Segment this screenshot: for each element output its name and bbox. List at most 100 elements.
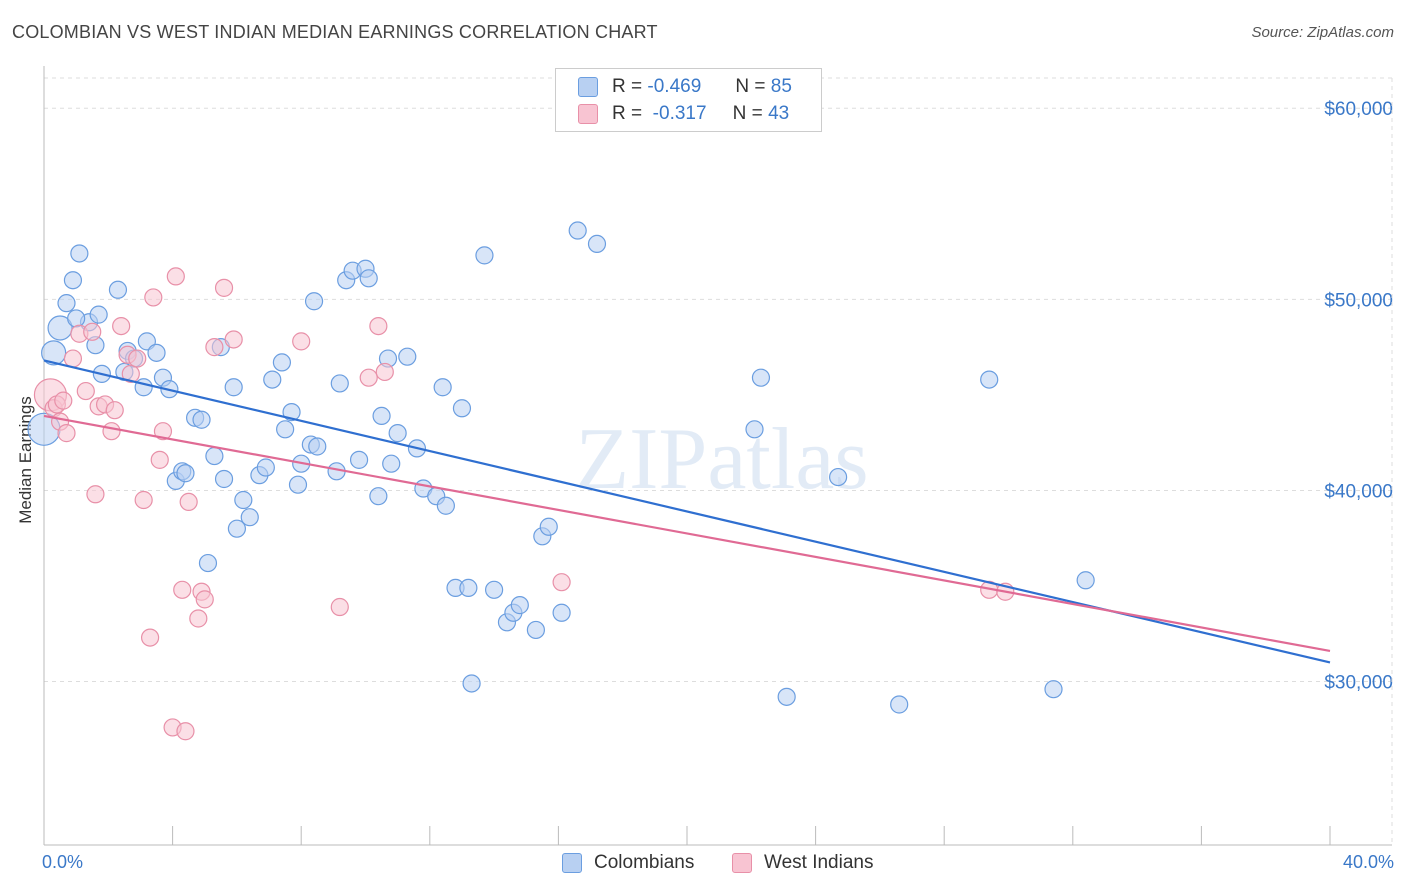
bottom-legend-swatch-west-indians <box>732 853 752 873</box>
point-colombians <box>568 221 587 240</box>
point-west-indians <box>105 401 124 420</box>
chart-source: Source: ZipAtlas.com <box>1251 24 1394 41</box>
point-colombians <box>282 402 301 422</box>
legend-r-value: -0.469 <box>647 76 702 97</box>
point-west-indians <box>166 267 185 286</box>
point-west-indians <box>179 492 198 512</box>
point-colombians <box>192 410 211 429</box>
point-colombians <box>41 340 67 366</box>
point-colombians <box>134 378 153 397</box>
x-tick-label-min: 0.0% <box>42 852 84 872</box>
point-colombians <box>890 695 909 714</box>
point-colombians <box>276 420 295 439</box>
point-colombians <box>205 446 224 466</box>
point-colombians <box>433 378 452 397</box>
point-colombians <box>89 305 108 324</box>
point-colombians <box>224 378 243 397</box>
point-colombians <box>359 269 378 288</box>
point-colombians <box>304 292 324 311</box>
bottom-legend-colombians[interactable]: Colombians <box>562 852 694 874</box>
point-colombians <box>829 467 848 487</box>
point-colombians <box>751 368 771 387</box>
trend-line-colombians <box>43 359 1331 664</box>
point-colombians <box>452 399 472 418</box>
point-colombians <box>57 294 76 313</box>
bottom-legend-west-indians[interactable]: West Indians <box>732 852 873 874</box>
point-west-indians <box>214 278 234 297</box>
x-tick-label-max: 40.0% <box>1342 852 1394 872</box>
point-colombians <box>388 424 407 443</box>
point-colombians <box>198 553 218 573</box>
legend-r-label: R = <box>612 76 643 97</box>
point-west-indians <box>144 288 163 307</box>
point-west-indians <box>86 485 105 504</box>
point-colombians <box>308 437 327 456</box>
point-west-indians <box>134 490 153 510</box>
point-west-indians <box>140 628 160 647</box>
bottom-legend-label: Colombians <box>594 852 695 873</box>
point-colombians <box>510 596 529 615</box>
bottom-legend-swatch-colombians <box>562 853 582 873</box>
legend-row-colombians: R = -0.469 N = 85 <box>578 75 792 99</box>
point-colombians <box>47 315 73 341</box>
point-colombians <box>526 620 545 640</box>
correlation-legend: R = -0.469 N = 85 R = -0.317 N = 43 <box>555 68 822 132</box>
point-west-indians <box>195 590 214 609</box>
point-west-indians <box>121 364 140 383</box>
legend-n-label: N = <box>735 76 766 97</box>
point-colombians <box>263 370 282 389</box>
y-tick-label: $60,000 <box>1324 99 1393 120</box>
point-west-indians <box>102 422 121 441</box>
point-west-indians <box>83 322 102 341</box>
point-colombians <box>349 450 369 469</box>
point-west-indians <box>330 597 349 617</box>
point-colombians <box>369 487 388 506</box>
point-west-indians <box>176 722 195 741</box>
point-colombians <box>587 234 607 254</box>
point-colombians <box>777 687 796 706</box>
point-west-indians <box>552 573 571 592</box>
legend-n-label: N = <box>732 103 763 124</box>
y-tick-label: $40,000 <box>1324 481 1393 502</box>
point-colombians <box>485 580 504 599</box>
point-colombians <box>745 420 764 439</box>
point-colombians <box>214 469 234 489</box>
point-west-indians <box>224 330 243 349</box>
point-west-indians <box>128 349 147 368</box>
point-colombians <box>330 374 349 393</box>
point-colombians <box>240 508 259 527</box>
point-colombians <box>147 343 166 362</box>
y-tick-label: $30,000 <box>1324 673 1393 694</box>
legend-swatch-colombians <box>578 77 598 97</box>
point-colombians <box>459 578 478 598</box>
point-west-indians <box>205 338 224 357</box>
legend-swatch-west-indians <box>578 104 598 124</box>
point-west-indians <box>359 368 378 387</box>
point-colombians <box>70 244 89 263</box>
bottom-legend-label: West Indians <box>764 852 874 873</box>
point-colombians <box>372 406 391 426</box>
legend-r-label: R = <box>612 103 643 124</box>
point-colombians <box>552 603 571 622</box>
point-west-indians <box>63 349 83 368</box>
point-west-indians <box>76 381 95 401</box>
y-tick-label: $50,000 <box>1324 290 1393 311</box>
point-colombians <box>256 458 275 477</box>
point-west-indians <box>57 424 76 443</box>
legend-row-west-indians: R = -0.317 N = 43 <box>578 102 789 126</box>
point-colombians <box>462 674 481 693</box>
watermark: ZIPatlas <box>575 411 868 508</box>
point-west-indians <box>292 332 311 351</box>
point-west-indians <box>173 580 192 599</box>
point-colombians <box>108 280 128 299</box>
point-colombians <box>398 347 417 366</box>
point-west-indians <box>112 316 131 336</box>
point-west-indians <box>189 609 208 628</box>
point-colombians <box>980 370 999 389</box>
point-colombians <box>288 475 308 494</box>
point-west-indians <box>150 450 169 469</box>
chart-title: COLOMBIAN VS WEST INDIAN MEDIAN EARNINGS… <box>12 22 658 42</box>
point-colombians <box>63 271 83 290</box>
point-colombians <box>67 309 86 328</box>
